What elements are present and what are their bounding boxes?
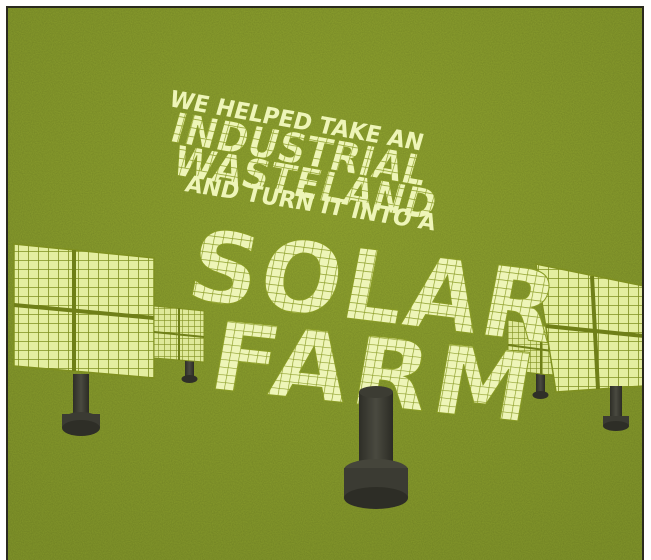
solar-farm-illustration: WE HELPED TAKE AN INDUSTRIAL WASTELAND A… (8, 8, 642, 560)
solar-panel-icon (535, 263, 642, 393)
solar-panel-post-icon (62, 374, 100, 436)
solar-farm-poster: WE HELPED TAKE AN INDUSTRIAL WASTELAND A… (6, 6, 644, 560)
solar-panel-post-icon (603, 386, 629, 431)
solar-panel-post-icon (344, 386, 408, 509)
solar-panel-icon (153, 305, 205, 363)
solar-panel-post-icon (181, 346, 198, 383)
solar-panel-icon (13, 243, 155, 379)
solar-panel-post-icon (532, 364, 549, 399)
